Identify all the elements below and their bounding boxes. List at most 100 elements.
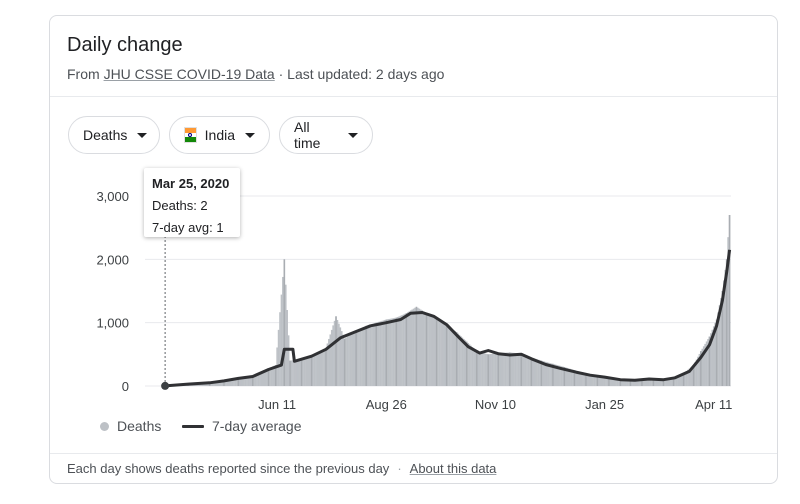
deaths-bar <box>315 353 317 386</box>
deaths-bar <box>303 358 306 386</box>
y-tick-label: 1,000 <box>96 316 129 331</box>
deaths-bar <box>411 309 413 386</box>
deaths-bar <box>346 336 349 386</box>
deaths-bar <box>701 348 704 386</box>
deaths-bar <box>342 334 345 386</box>
deaths-bar <box>379 321 382 386</box>
deaths-bar <box>537 359 540 386</box>
deaths-bar <box>685 370 688 386</box>
deaths-bar <box>296 359 299 386</box>
deaths-bar <box>280 294 283 386</box>
deaths-bar <box>707 339 709 386</box>
deaths-bar <box>717 312 719 386</box>
deaths-bar <box>322 349 324 386</box>
deaths-bar <box>697 356 699 386</box>
deaths-bar <box>249 376 251 386</box>
deaths-bar <box>565 367 567 386</box>
y-tick-label: 0 <box>122 379 129 394</box>
deaths-bar <box>259 372 261 386</box>
deaths-bar <box>273 365 276 386</box>
deaths-bar <box>279 312 281 386</box>
deaths-bar <box>557 365 560 386</box>
deaths-bar <box>244 377 247 386</box>
source-link[interactable]: JHU CSSE COVID-19 Data <box>103 66 275 82</box>
deaths-bar <box>261 371 264 386</box>
deaths-bar <box>727 237 729 386</box>
deaths-bar <box>681 373 683 386</box>
deaths-bar <box>577 371 580 386</box>
chevron-down-icon <box>137 132 148 138</box>
deaths-bar <box>484 353 487 386</box>
deaths-bar <box>264 369 267 386</box>
deaths-bar <box>396 316 399 386</box>
country-dropdown[interactable]: India <box>169 116 270 154</box>
deaths-bar <box>340 331 343 386</box>
x-tick-label: Jan 25 <box>585 397 624 412</box>
deaths-bar <box>442 322 445 386</box>
deaths-bar <box>422 311 425 386</box>
deaths-bar <box>523 354 525 386</box>
deaths-bar <box>407 312 409 386</box>
deaths-bar <box>628 379 630 386</box>
deaths-bar <box>295 360 297 386</box>
deaths-bar <box>471 347 474 386</box>
deaths-bar <box>665 378 668 386</box>
deaths-bar <box>214 381 217 386</box>
deaths-bar <box>353 331 356 386</box>
deaths-bar <box>664 378 666 386</box>
legend-deaths-label: Deaths <box>117 418 162 434</box>
deaths-bar <box>326 343 329 386</box>
deaths-bar <box>444 323 446 386</box>
deaths-bar <box>651 378 653 386</box>
deaths-bar <box>633 379 636 386</box>
deaths-bar <box>428 314 431 386</box>
deaths-bar <box>236 378 238 386</box>
deaths-bar <box>438 319 441 386</box>
deaths-bar <box>661 378 663 386</box>
deaths-bar <box>714 322 717 386</box>
deaths-bar <box>579 372 581 386</box>
deaths-bar <box>447 325 449 386</box>
deaths-bar <box>621 379 623 386</box>
deaths-bar <box>359 328 362 386</box>
deaths-bar <box>384 319 386 386</box>
deaths-bar <box>636 379 639 386</box>
deaths-bar <box>376 322 379 386</box>
deaths-bar <box>226 379 228 386</box>
deaths-bar <box>514 353 517 386</box>
deaths-bar <box>228 379 231 386</box>
x-tick-label: Jun 11 <box>258 397 296 412</box>
deaths-bar <box>216 380 218 386</box>
deaths-bar <box>603 376 606 386</box>
deaths-bar <box>381 320 383 386</box>
deaths-bar <box>694 362 696 386</box>
deaths-bar <box>432 316 435 386</box>
deaths-bar <box>589 375 592 386</box>
about-data-link[interactable]: About this data <box>409 461 497 476</box>
deaths-bar <box>580 372 583 386</box>
deaths-bar <box>305 357 307 386</box>
deaths-bar <box>507 352 510 386</box>
deaths-bar <box>302 358 304 386</box>
deaths-bar <box>566 367 569 386</box>
deaths-bar <box>266 369 268 386</box>
deaths-bar <box>332 325 334 386</box>
deaths-bar <box>441 321 444 386</box>
metric-dropdown[interactable]: Deaths <box>68 116 160 154</box>
deaths-bar <box>470 345 472 386</box>
deaths-bar <box>339 327 342 386</box>
deaths-bar <box>224 379 227 386</box>
deaths-bar <box>352 332 355 386</box>
card-subtitle: From JHU CSSE COVID-19 Data · Last updat… <box>67 66 444 82</box>
deaths-bar <box>292 360 294 386</box>
range-dropdown[interactable]: All time <box>279 116 373 154</box>
deaths-bar <box>427 313 429 386</box>
deaths-bar <box>284 284 287 386</box>
deaths-bar <box>599 376 602 386</box>
deaths-bar <box>329 334 332 386</box>
deaths-bar <box>233 378 235 386</box>
deaths-bar <box>639 379 642 386</box>
deaths-bar <box>695 359 698 386</box>
deaths-bar <box>448 326 451 386</box>
deaths-bar <box>669 377 672 386</box>
